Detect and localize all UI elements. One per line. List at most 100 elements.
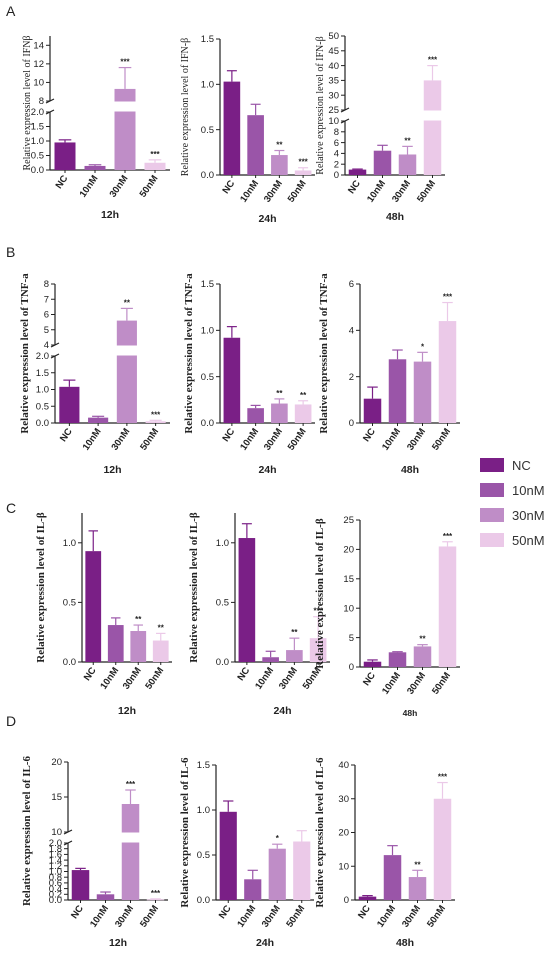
chart-c-48h: 0 5 10 15 20 25 NC 10nM ** 30nM *** 50nM Relative ex…: [314, 515, 460, 718]
time-label: 24h: [258, 464, 276, 476]
bar-break-gap: [422, 110, 443, 121]
bar-50nm: [144, 162, 166, 170]
x-tick-label: NC: [361, 426, 378, 444]
y-tick-label: 10: [338, 861, 349, 872]
bar-10nm: [244, 879, 262, 900]
significance-mark: **: [414, 860, 421, 869]
x-tick-label: 10nM: [238, 426, 261, 452]
significance-mark: ***: [150, 150, 160, 159]
time-label: 12h: [103, 464, 121, 476]
legend-label-30nm: 30nM: [512, 508, 545, 523]
panel-label-d: D: [6, 713, 16, 729]
y-axis-title: Relative expression level of IL-6: [179, 757, 191, 908]
bar-30nm: [413, 646, 432, 667]
time-label: 12h: [118, 705, 136, 717]
time-label: 48h: [396, 937, 414, 949]
y-tick-label: 1.4: [49, 855, 62, 866]
bar-nc: [219, 811, 237, 900]
significance-mark: ***: [120, 58, 130, 67]
y-tick-label: 1.5: [36, 368, 49, 379]
x-tick-label: 10nM: [81, 426, 104, 452]
y-tick-label: 30: [338, 794, 349, 805]
y-tick-label: 0: [349, 662, 354, 673]
significance-mark: ***: [151, 410, 161, 419]
y-tick-label: 2.0: [36, 351, 49, 362]
x-tick-label: 50nM: [286, 178, 309, 204]
y-tick-label: 5: [349, 633, 354, 644]
x-tick-label: NC: [356, 903, 373, 921]
significance-mark: *: [421, 342, 425, 351]
chart-d-24h: 0.0 0.5 1.0 1.5 NC 10nM * 30nM 50nM Relative expr…: [179, 757, 314, 949]
y-tick-label: 8: [39, 96, 44, 107]
legend-label-50nm: 50nM: [512, 533, 545, 548]
x-tick-label: 10nM: [238, 178, 261, 204]
x-tick-label: NC: [69, 903, 86, 921]
x-tick-label: 50nM: [143, 665, 166, 691]
y-tick-label: 0.5: [201, 125, 214, 136]
x-tick-label: NC: [235, 665, 252, 683]
y-tick-label: 0.0: [216, 657, 229, 668]
y-tick-label: 0.0: [197, 895, 210, 906]
y-tick-label: 4: [334, 149, 339, 160]
chart-d-48h: 0 10 20 30 40 NC 10nM ** 30nM *** 50nM Relative exp…: [314, 757, 455, 949]
bar-break-gap: [120, 832, 141, 843]
significance-mark: **: [300, 391, 307, 400]
bar-50nm: [423, 80, 442, 175]
bar-10nm: [107, 625, 124, 662]
x-tick-label: 10nM: [235, 903, 258, 929]
y-axis-title: Relative expression level of IFN-β: [180, 38, 191, 176]
x-tick-label: 50nM: [284, 903, 307, 929]
x-tick-label: NC: [54, 173, 71, 191]
y-tick-label: 0.0: [201, 170, 214, 181]
x-tick-label: 50nM: [286, 426, 309, 452]
y-tick-label: 1.0: [31, 136, 44, 147]
y-tick-label: 8: [44, 279, 49, 290]
x-tick-label: 10nM: [98, 665, 121, 691]
bar-nc: [363, 661, 382, 667]
time-label: 48h: [386, 211, 404, 223]
y-tick-label: 50: [328, 31, 339, 42]
x-tick-label: 30nM: [400, 903, 423, 929]
y-tick-label: 0.5: [63, 598, 76, 609]
legend-swatch-30nm: [480, 508, 504, 522]
legend: NC 10nM 30nM 50nM: [480, 458, 545, 548]
bar-break-gap: [115, 345, 138, 356]
significance-mark: **: [291, 628, 298, 637]
bar-50nm: [438, 321, 457, 423]
y-tick-label: 1.6: [49, 850, 62, 861]
significance-mark: **: [276, 141, 283, 150]
significance-mark: **: [135, 615, 142, 624]
significance-mark: ***: [151, 889, 161, 898]
bar-30nm: [121, 804, 140, 900]
y-tick-label: 35: [328, 76, 339, 87]
bar-10nm: [247, 408, 264, 423]
bar-50nm: [145, 421, 166, 423]
y-tick-label: 1.0: [201, 80, 214, 91]
significance-mark: ***: [298, 158, 308, 167]
y-axis-title: Relative expression level of IL-β: [35, 512, 47, 663]
panel-label-b: B: [6, 244, 15, 260]
y-tick-label: 6: [44, 310, 49, 321]
bar-10nm: [388, 359, 407, 423]
y-axis-title: Relative expression level of IL-β: [314, 518, 326, 669]
x-tick-label: 10nM: [88, 903, 111, 929]
significance-mark: **: [419, 635, 426, 644]
significance-mark: *: [276, 834, 280, 843]
bar-30nm: [271, 403, 288, 423]
x-tick-label: 50nM: [138, 173, 161, 199]
bar-break-gap: [113, 101, 137, 112]
y-axis-title: Relative expression level of IFNβ: [22, 35, 33, 170]
y-tick-label: 0.5: [31, 151, 44, 162]
bar-50nm: [293, 841, 311, 900]
x-tick-label: 30nM: [109, 426, 132, 452]
y-axis-title: Relative expression level of IL-6: [314, 757, 326, 908]
significance-mark: **: [276, 389, 283, 398]
x-tick-label: NC: [346, 178, 363, 196]
x-tick-label: 50nM: [415, 178, 438, 204]
y-tick-label: 0.0: [63, 657, 76, 668]
x-tick-label: NC: [220, 178, 237, 196]
x-tick-label: NC: [220, 426, 237, 444]
x-tick-label: 30nM: [260, 903, 283, 929]
x-tick-label: 50nM: [425, 903, 448, 929]
